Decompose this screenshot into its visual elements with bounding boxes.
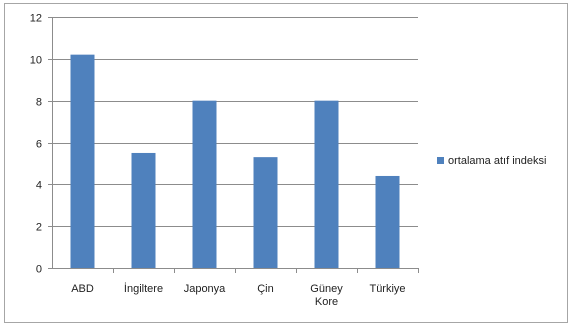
- y-tick-label: 2: [36, 222, 42, 234]
- bar: [192, 100, 217, 269]
- legend-label: ortalama atıf indeksi: [448, 155, 546, 167]
- y-tick-label: 0: [36, 264, 42, 276]
- x-tick-label: Çin: [257, 283, 274, 295]
- gridlines: [52, 17, 418, 227]
- legend: ortalama atıf indeksi: [437, 155, 546, 167]
- bar: [375, 175, 400, 268]
- y-tick-label: 6: [36, 139, 42, 151]
- y-tick-label: 12: [30, 13, 42, 25]
- x-tick-label: ABD: [71, 283, 94, 295]
- x-tick-label: Japonya: [184, 283, 226, 295]
- bar: [253, 157, 278, 268]
- y-tick-label: 4: [36, 180, 42, 192]
- x-tick-label: İngiltere: [124, 282, 163, 295]
- y-tick-label: 8: [36, 97, 42, 109]
- bar: [314, 100, 339, 269]
- x-tick-label: Türkiye: [369, 283, 405, 295]
- y-tick-label: 10: [30, 55, 42, 67]
- bar: [70, 54, 95, 269]
- legend-swatch: [437, 157, 444, 164]
- axes: [48, 17, 419, 273]
- bars: [70, 54, 400, 269]
- bar: [131, 152, 156, 268]
- chart-frame: [4, 3, 568, 323]
- x-tick-label: Güney Kore: [310, 283, 343, 308]
- y-tick-labels: 0 2 4 6 8 10 12: [30, 13, 42, 276]
- x-tick-labels: ABD İngiltere Japonya Çin Güney Kore Türkiye: [71, 282, 405, 308]
